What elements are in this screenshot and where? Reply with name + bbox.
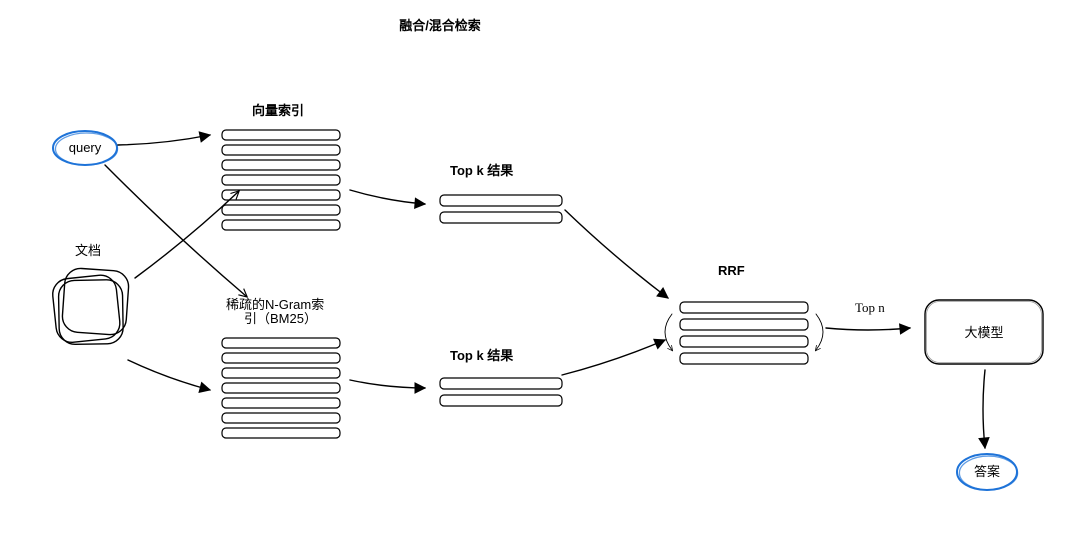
diagram-title: 融合/混合检索	[399, 18, 481, 33]
vector-index-label: 向量索引	[252, 103, 304, 118]
topk2-label: Top k 结果	[450, 348, 513, 363]
rrf-node	[665, 302, 823, 364]
edge-sparse_index-topk2	[350, 380, 425, 388]
edge-query-vector_index	[118, 135, 210, 145]
topk1-label: Top k 结果	[450, 163, 513, 178]
topk1-node	[440, 195, 562, 223]
llm-label: 大模型	[964, 325, 1003, 340]
edge-docs-sparse_index	[128, 360, 210, 390]
sparse-index-label: 稀疏的N-Gram索	[226, 297, 324, 312]
edge-docs-vector_index	[135, 192, 238, 278]
edge-topk2-rrf	[562, 340, 665, 375]
sparse-index-label-2: 引（BM25）	[244, 311, 317, 326]
edge-rrf-llm	[826, 328, 910, 330]
vector-index-node	[222, 130, 340, 230]
docs-label: 文档	[75, 243, 101, 258]
docs-node	[51, 267, 129, 344]
sparse-index-node	[222, 338, 340, 438]
query-label: query	[69, 140, 102, 155]
edge-topk1-rrf	[565, 210, 668, 298]
edge-vector_index-topk1	[350, 190, 425, 204]
topk2-node	[440, 378, 562, 406]
edge-llm-answer	[983, 370, 985, 448]
rrf-label: RRF	[718, 263, 745, 278]
answer-label: 答案	[974, 464, 1000, 479]
topn-label: Top n	[855, 300, 885, 315]
